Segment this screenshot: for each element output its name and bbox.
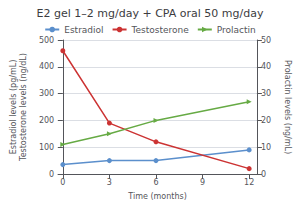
svg-text:3: 3	[107, 178, 112, 187]
svg-text:Prolactin levels (ng/mL): Prolactin levels (ng/mL)	[283, 60, 292, 154]
svg-text:Estradiol: Estradiol	[64, 25, 103, 35]
svg-text:400: 400	[39, 62, 54, 71]
svg-text:20: 20	[261, 116, 271, 125]
svg-text:40: 40	[261, 62, 271, 71]
svg-text:0: 0	[49, 170, 54, 179]
svg-text:500: 500	[39, 36, 54, 45]
svg-text:Testosterone levels (ng/dL): Testosterone levels (ng/dL)	[19, 53, 28, 162]
svg-text:6: 6	[153, 178, 158, 187]
svg-text:100: 100	[39, 143, 54, 152]
svg-text:Testosterone: Testosterone	[131, 25, 190, 35]
svg-text:0: 0	[261, 170, 266, 179]
svg-text:9: 9	[200, 178, 205, 187]
svg-text:50: 50	[261, 36, 271, 45]
svg-text:300: 300	[39, 89, 54, 98]
svg-text:E2 gel 1–2 mg/day + CPA oral 5: E2 gel 1–2 mg/day + CPA oral 50 mg/day	[37, 7, 264, 20]
svg-text:0: 0	[60, 178, 65, 187]
svg-text:Estradiol levels (pg/mL): Estradiol levels (pg/mL)	[9, 60, 18, 155]
svg-text:12: 12	[244, 178, 254, 187]
svg-text:Time (months): Time (months)	[127, 192, 187, 201]
svg-text:200: 200	[39, 116, 54, 125]
svg-text:10: 10	[261, 143, 271, 152]
svg-text:30: 30	[261, 89, 271, 98]
svg-text:Prolactin: Prolactin	[217, 25, 256, 35]
